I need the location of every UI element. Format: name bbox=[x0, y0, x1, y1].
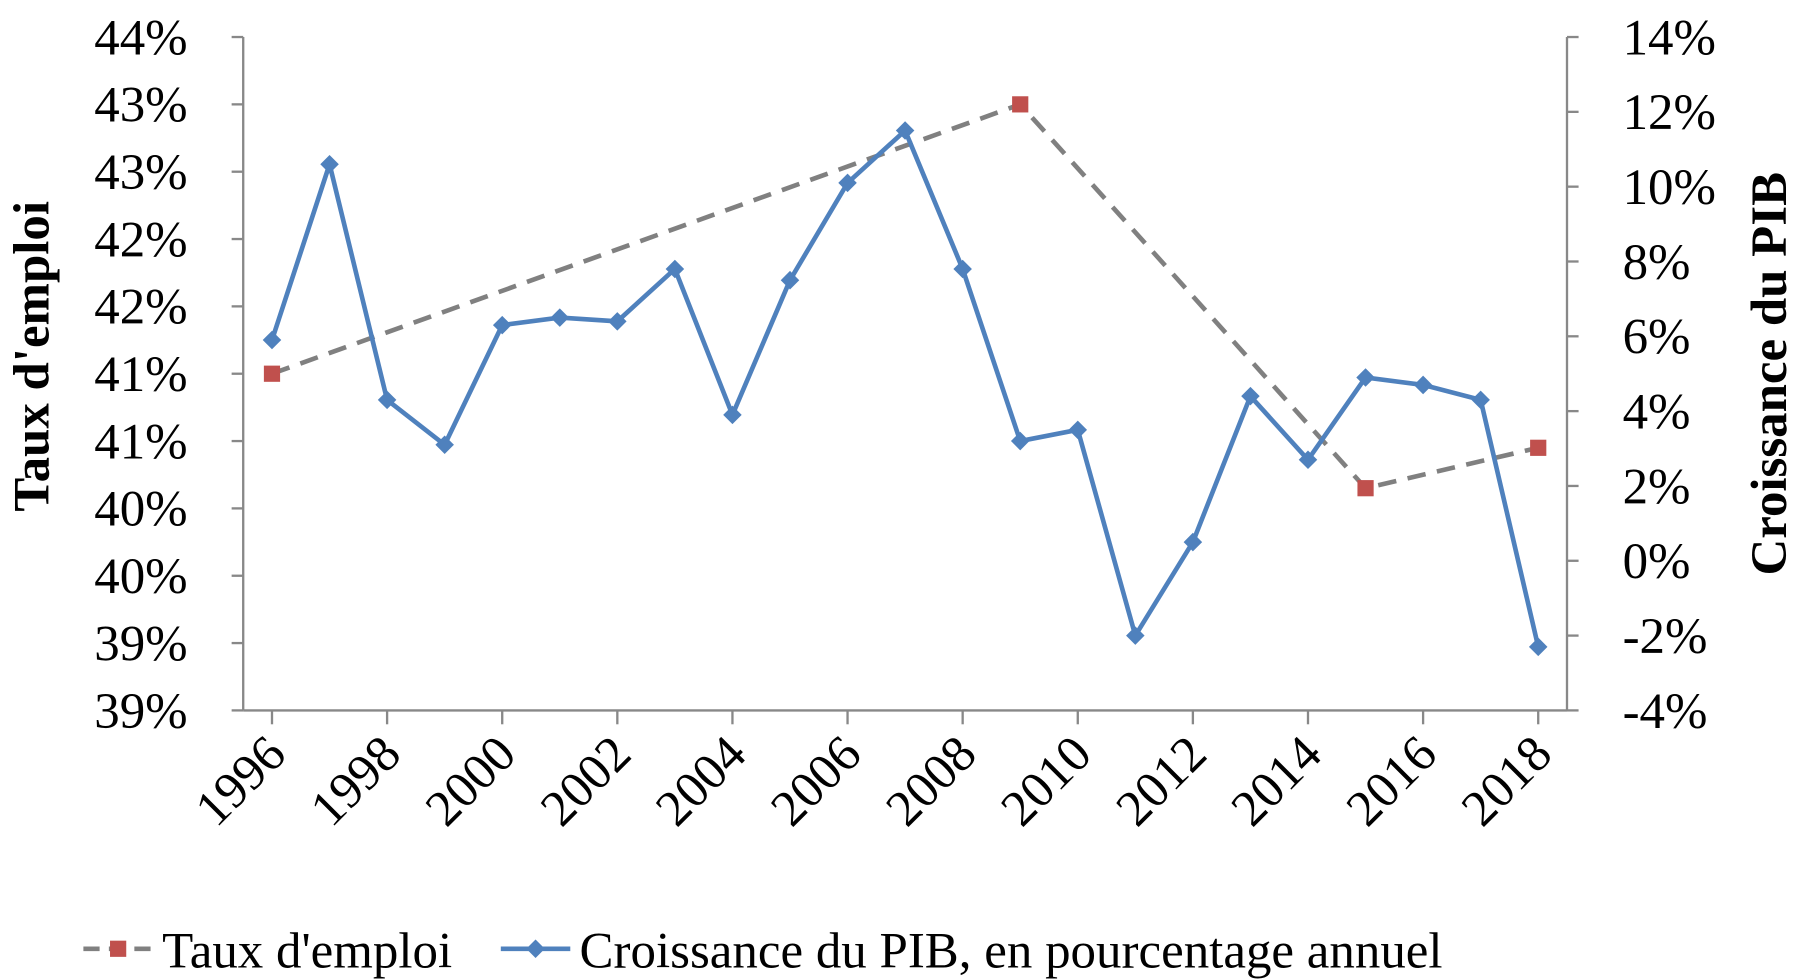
y-tick-label: 39% bbox=[94, 684, 187, 740]
point bbox=[1413, 375, 1433, 395]
point bbox=[550, 308, 570, 327]
x-tick-label: 2010 bbox=[991, 726, 1103, 838]
x-tick-label: 1996 bbox=[185, 726, 297, 838]
legend-marker bbox=[110, 940, 127, 957]
y2-tick-label: -4% bbox=[1623, 684, 1708, 740]
point bbox=[1068, 420, 1088, 440]
point bbox=[320, 154, 339, 174]
x-tick-label: 2004 bbox=[645, 726, 757, 838]
y2-tick-label: 14% bbox=[1623, 10, 1716, 66]
point bbox=[262, 330, 282, 350]
y-tick-label: 41% bbox=[94, 347, 187, 403]
y2-tick-label: -2% bbox=[1623, 609, 1708, 665]
y-tick-label: 42% bbox=[94, 280, 187, 336]
y-tick-label: 41% bbox=[94, 414, 187, 470]
y-tick-label: 42% bbox=[94, 212, 187, 268]
y-tick-label: 40% bbox=[94, 549, 187, 605]
x-tick-label: 2014 bbox=[1221, 726, 1333, 838]
y-tick-label: 43% bbox=[94, 145, 187, 201]
legend-marker bbox=[526, 939, 545, 959]
point bbox=[1530, 439, 1547, 456]
x-tick-label: 2000 bbox=[415, 726, 527, 838]
y2-tick-label: 12% bbox=[1623, 85, 1716, 141]
y2-axis-title: Croissance du PIB bbox=[1742, 172, 1798, 575]
x-tick-label: 2008 bbox=[876, 726, 988, 838]
point bbox=[1241, 386, 1260, 406]
y2-tick-label: 6% bbox=[1623, 310, 1691, 366]
point bbox=[1471, 390, 1490, 410]
y2-tick-label: 8% bbox=[1623, 235, 1691, 291]
legend-label: Taux d'emploi bbox=[162, 923, 452, 979]
point bbox=[1010, 431, 1030, 451]
point bbox=[780, 270, 800, 290]
point bbox=[1183, 532, 1203, 552]
point bbox=[1528, 637, 1548, 657]
point bbox=[838, 173, 857, 193]
point bbox=[492, 315, 512, 335]
y-tick-label: 43% bbox=[94, 78, 187, 134]
y2-tick-label: 2% bbox=[1623, 459, 1691, 515]
point bbox=[1357, 480, 1374, 497]
x-tick-label: 2016 bbox=[1336, 726, 1448, 838]
series-line bbox=[271, 101, 1539, 491]
point bbox=[263, 365, 281, 382]
point bbox=[723, 405, 742, 425]
y-tick-label: 39% bbox=[94, 616, 187, 672]
y-tick-label: 40% bbox=[94, 482, 187, 538]
x-tick-label: 1998 bbox=[300, 726, 412, 838]
y2-tick-label: 10% bbox=[1623, 160, 1716, 216]
point bbox=[1298, 450, 1318, 470]
point bbox=[665, 259, 685, 279]
point bbox=[895, 121, 915, 140]
x-tick-label: 2006 bbox=[761, 726, 873, 838]
y-tick-label: 44% bbox=[94, 10, 187, 66]
legend-label: Croissance du PIB, en pourcentage annuel bbox=[580, 923, 1443, 979]
series-line bbox=[269, 126, 1541, 648]
point bbox=[377, 390, 397, 410]
y2-tick-label: 4% bbox=[1623, 385, 1691, 441]
y2-tick-label: 0% bbox=[1623, 534, 1691, 590]
point bbox=[1126, 626, 1145, 645]
y-axis-title: Taux d'emploi bbox=[5, 201, 61, 512]
x-tick-label: 2012 bbox=[1106, 726, 1218, 838]
x-tick-label: 2018 bbox=[1451, 726, 1563, 838]
x-tick-label: 2002 bbox=[530, 726, 642, 838]
point bbox=[953, 259, 972, 279]
point bbox=[1356, 368, 1375, 387]
point bbox=[1012, 96, 1029, 113]
